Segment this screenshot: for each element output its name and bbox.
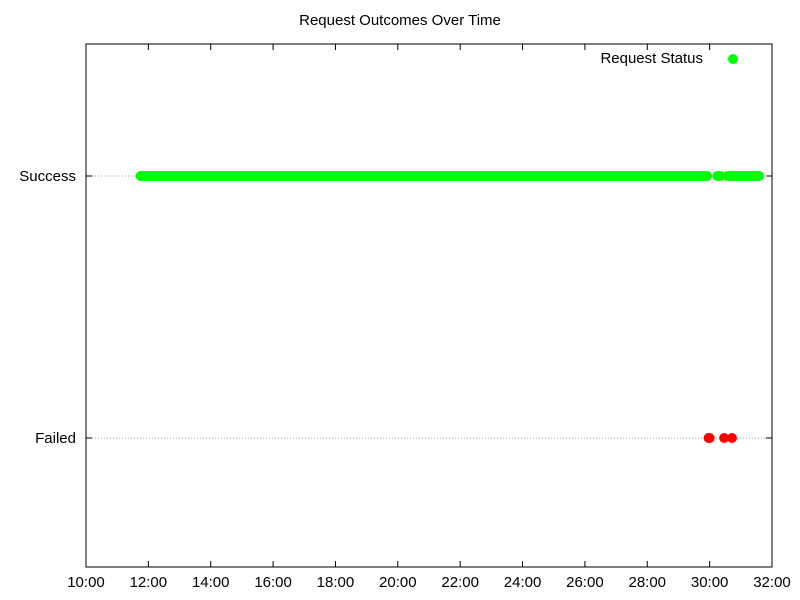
- legend-marker: [728, 54, 738, 64]
- data-point-failed: [726, 433, 737, 443]
- plot-frame: [85, 43, 773, 568]
- y-tick-label-success: Success: [19, 168, 76, 185]
- x-axis: 10:00 12:00 14:00 16:00 18:00 20:00 22:00 24:00…: [67, 44, 791, 591]
- legend: Request Status: [600, 50, 738, 67]
- x-tick-label: 16:00: [254, 574, 292, 591]
- data-point-run-success: [722, 171, 765, 181]
- x-tick-label: 14:00: [192, 574, 230, 591]
- x-tick-label: 30:00: [691, 574, 729, 591]
- data-points: [135, 171, 765, 443]
- y-axis: Failed Success: [19, 168, 772, 447]
- x-tick-label: 10:00: [67, 574, 105, 591]
- x-tick-label: 32:00: [753, 574, 791, 591]
- grid-lines: [86, 175, 772, 439]
- x-tick-label: 22:00: [441, 574, 479, 591]
- x-tick-label: 26:00: [566, 574, 604, 591]
- x-tick-label: 28:00: [628, 574, 666, 591]
- legend-label: Request Status: [600, 50, 703, 67]
- y-tick-label-failed: Failed: [35, 430, 76, 447]
- data-point-failed: [719, 433, 730, 443]
- x-tick-label: 18:00: [317, 574, 355, 591]
- x-tick-label: 20:00: [379, 574, 417, 591]
- data-point-run-success: [712, 171, 726, 181]
- x-tick-label: 24:00: [504, 574, 542, 591]
- data-point-run-success: [135, 171, 713, 181]
- x-tick-label: 12:00: [130, 574, 168, 591]
- chart-title: Request Outcomes Over Time: [299, 12, 501, 29]
- data-point-failed: [704, 433, 715, 443]
